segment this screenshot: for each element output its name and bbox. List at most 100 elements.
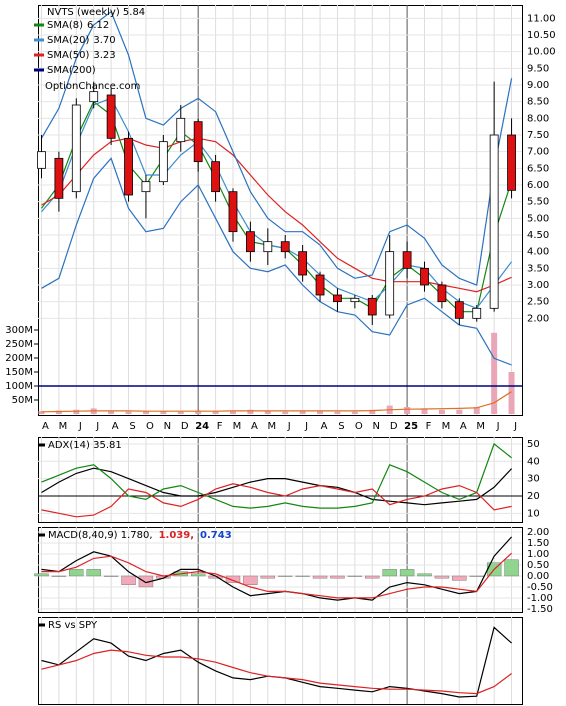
histogram-bar (103, 575, 119, 577)
volume-bar (229, 410, 236, 414)
volume-bar (334, 411, 341, 414)
candle-body (367, 297, 377, 316)
rs-panel (38, 617, 523, 705)
y-tick-label: 150M (5, 367, 33, 378)
chart-title: NVTS (weekly) 5.84 (47, 7, 145, 18)
volume-bar (317, 410, 324, 414)
volume-bar (351, 411, 358, 414)
x-tick-label: A (112, 421, 119, 432)
legend-name: SMA(200) (47, 65, 96, 76)
panel-title: RS vs SPY (48, 620, 98, 631)
histogram-bar (138, 575, 154, 588)
y-tick-label: 0.50 (527, 560, 549, 571)
x-tick-label: J (78, 421, 82, 432)
x-tick-label: M (233, 421, 242, 432)
y-tick-label: 6.00 (527, 180, 549, 191)
x-tick-label: S (338, 421, 344, 432)
volume-bar (247, 409, 254, 414)
adx-panel (38, 437, 523, 523)
series-line (40, 10, 513, 286)
y-tick-label: 4.00 (527, 247, 549, 258)
volume-bar (404, 407, 411, 414)
volume-bar (55, 410, 62, 414)
y-tick-label: 4.50 (527, 230, 549, 241)
x-tick-label: A (321, 421, 328, 432)
candle-body (454, 301, 464, 319)
candle-body (89, 91, 99, 103)
series-line (41, 157, 512, 366)
series-line (41, 552, 513, 599)
histogram-bar (121, 575, 136, 585)
legend-name: SMA(8) (47, 20, 83, 31)
candle-body (507, 134, 516, 191)
x-tick-label: D (181, 421, 189, 432)
histogram-bar (365, 575, 380, 579)
candle-body (158, 141, 168, 183)
volume-bar (421, 408, 428, 414)
y-tick-label: 40 (527, 456, 540, 467)
x-tick-label: N (164, 421, 171, 432)
x-tick-label: J (304, 421, 308, 432)
panel-legend: MACD(8,40,9) 1.780, 1.039, 0.743 (48, 530, 232, 541)
y-tick-label: 3.00 (527, 280, 549, 291)
histogram-bar (504, 559, 519, 577)
histogram-bar (34, 573, 49, 577)
candle-body (385, 251, 395, 316)
histogram-bar (51, 575, 67, 577)
legend-part: MACD(8,40,9) 1.780, (48, 530, 153, 541)
watermark: OptionChance.com (45, 81, 140, 92)
volume-bar (282, 411, 289, 414)
x-tick-label: D (390, 421, 398, 432)
candle-body (176, 117, 186, 143)
legend-entry: SMA(50) 3.23 (47, 50, 116, 61)
histogram-bar (86, 569, 101, 577)
y-tick-label: 300M (5, 325, 33, 336)
volume-bar (125, 411, 132, 414)
candle-body (228, 191, 238, 233)
series-line (41, 137, 512, 293)
y-tick-label: 250M (5, 339, 33, 350)
volume-bar (299, 411, 306, 414)
histogram-bar (382, 569, 397, 577)
y-tick-label: 1.00 (527, 549, 549, 560)
x-tick-label: O (355, 421, 363, 432)
y-tick-label: 2.50 (527, 297, 549, 308)
y-tick-label: 50M (12, 395, 33, 406)
histogram-bar (399, 569, 415, 577)
histogram-bar (469, 575, 484, 577)
volume-bar (195, 410, 202, 414)
candle-body (54, 157, 64, 199)
volume-bar (438, 409, 445, 414)
histogram-bar (452, 575, 467, 581)
volume-bar (508, 372, 515, 414)
y-tick-label: 20 (527, 491, 540, 502)
y-tick-label: 50 (527, 439, 540, 450)
volume-bar (369, 409, 376, 414)
legend-name: SMA(20) (47, 35, 89, 46)
candle-body (263, 241, 273, 253)
y-tick-label: 9.00 (527, 80, 549, 91)
volume-bar (142, 411, 149, 414)
candle-body (420, 267, 429, 286)
y-tick-label: 3.50 (527, 263, 549, 274)
series-line (41, 391, 512, 413)
histogram-bar (225, 575, 241, 583)
candle-body (350, 297, 360, 303)
volume-bar (212, 411, 219, 414)
y-tick-label: 10 (527, 508, 540, 519)
candle-body (402, 251, 412, 269)
legend-part: 1.039, (159, 530, 194, 541)
histogram-bar (312, 575, 328, 579)
histogram-bar (243, 575, 258, 585)
panel-title: ADX(14) 35.81 (48, 440, 122, 451)
volume-bar (491, 332, 498, 414)
y-tick-label: 5.50 (527, 197, 549, 208)
histogram-bar (260, 575, 276, 579)
candle-body (37, 151, 46, 169)
x-tick-label: A (251, 421, 258, 432)
series-line (41, 649, 512, 695)
y-tick-label: 8.00 (527, 113, 549, 124)
legend-value: 3.70 (93, 35, 115, 46)
y-tick-label: 100M (5, 381, 33, 392)
y-tick-label: 0.00 (527, 571, 549, 582)
